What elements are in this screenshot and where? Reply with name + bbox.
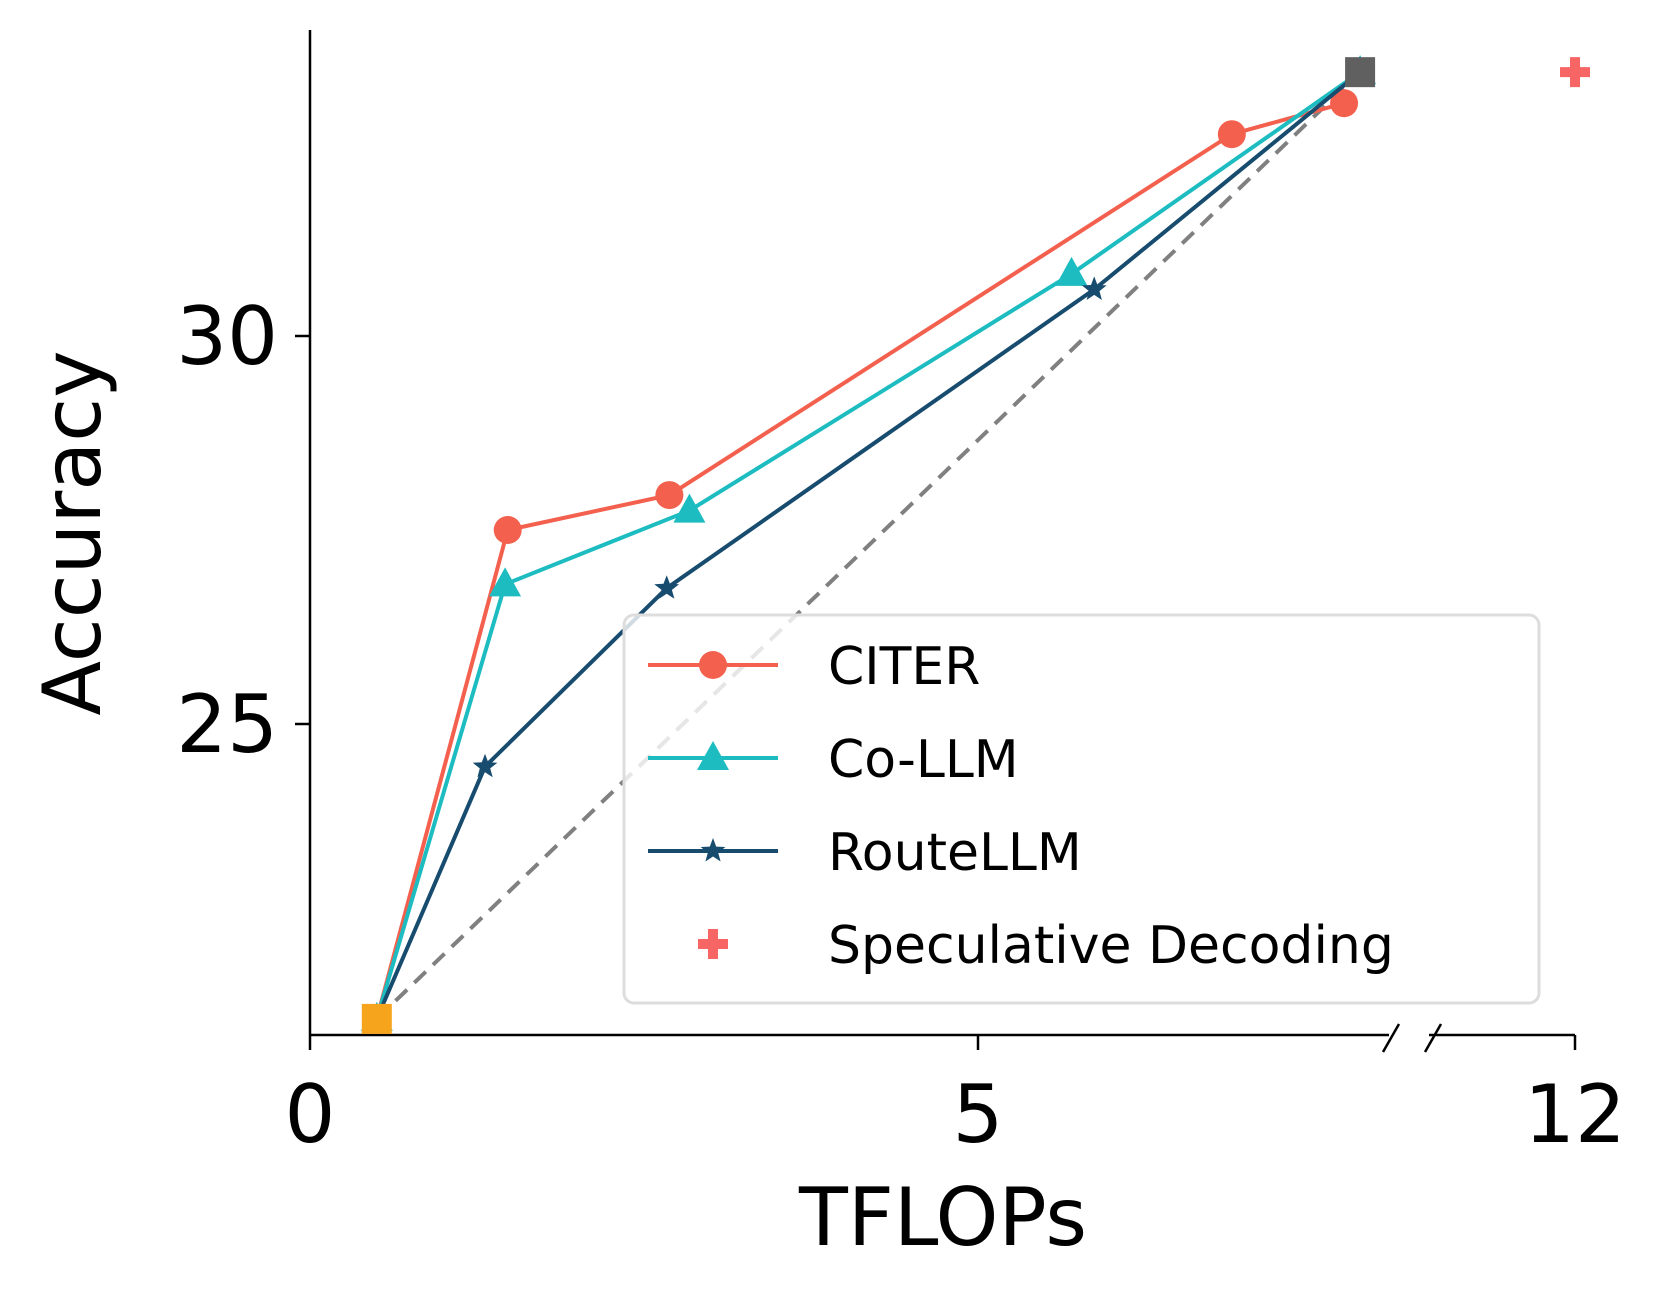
- legend-label-citer: CITER: [828, 637, 980, 697]
- data-point-routellm-4: [1081, 276, 1107, 300]
- legend-marker-routellm: [700, 838, 726, 862]
- axis-break-mark-right: [1423, 1023, 1443, 1053]
- data-point-citer-3: [655, 481, 684, 510]
- legend-label-speculative-decoding: Speculative Decoding: [828, 916, 1394, 976]
- legend-entry-citer: CITER: [648, 637, 980, 697]
- data-point-citer-5: [1330, 89, 1359, 118]
- data-point-citer-2: [493, 516, 522, 544]
- x-tick-label-12: 12: [1524, 1068, 1626, 1161]
- data-point-co-llm-4: [1055, 256, 1088, 286]
- data-point-routellm-2: [472, 753, 498, 778]
- y-tick-label-25: 25: [176, 678, 278, 771]
- reference-point-small-model: [361, 1003, 392, 1034]
- data-point-co-llm-3: [673, 493, 706, 523]
- y-tick-label-30: 30: [176, 290, 278, 383]
- legend-entry-speculative-decoding: Speculative Decoding: [698, 916, 1394, 976]
- legend-frame: [622, 613, 1541, 1005]
- data-point-routellm-3: [654, 575, 680, 599]
- legend-entry-co-llm: Co-LLM: [648, 730, 1019, 790]
- data-point-co-llm-2: [489, 567, 522, 597]
- x-tick-label-0: 0: [285, 1068, 336, 1161]
- legend-entry-routellm: RouteLLM: [648, 823, 1082, 883]
- legend: CITER Co-LLM RouteLLM Speculative Decoding: [622, 613, 1541, 1005]
- axis-break-gap: [1389, 1025, 1429, 1045]
- reference-point-large-model: [1345, 57, 1376, 88]
- legend-label-routellm: RouteLLM: [828, 823, 1082, 883]
- series-citer: [362, 89, 1359, 1033]
- data-point-citer-4: [1217, 120, 1246, 149]
- y-axis-title: Accuracy: [26, 350, 119, 715]
- legend-marker-co-llm: [697, 741, 729, 770]
- x-axis-title: TFLOPs: [798, 1171, 1087, 1264]
- legend-label-co-llm: Co-LLM: [828, 730, 1019, 790]
- x-tick-label-5: 5: [953, 1068, 1004, 1161]
- series-speculative-decoding: [1560, 57, 1590, 88]
- data-point-speculative-decoding-1: [1560, 57, 1590, 88]
- reference-line-dashed: [375, 70, 1362, 1021]
- legend-marker-citer: [699, 651, 727, 679]
- axis-break-mark-left: [1381, 1023, 1401, 1053]
- legend-marker-speculative-decoding: [698, 929, 728, 959]
- plot-area: 0 5 12 25 30: [176, 30, 1626, 1161]
